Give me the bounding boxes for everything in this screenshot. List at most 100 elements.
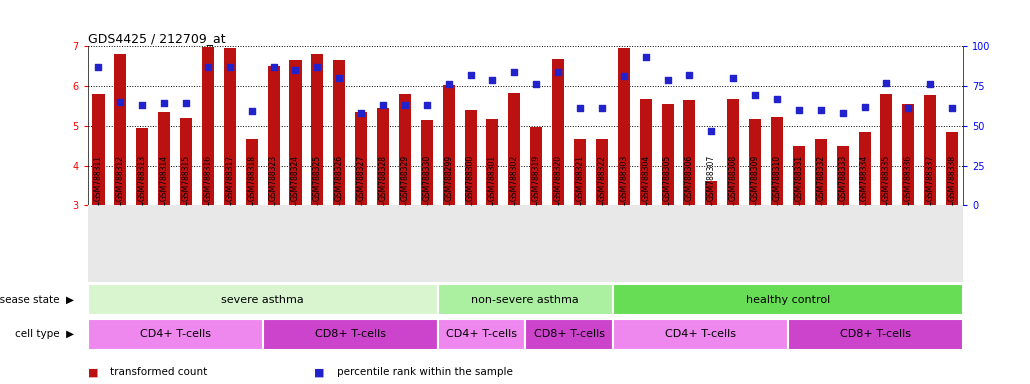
- Point: [441, 81, 457, 88]
- Bar: [268, 66, 279, 205]
- Text: percentile rank within the sample: percentile rank within the sample: [337, 367, 513, 377]
- Bar: [246, 139, 258, 205]
- Text: ■: ■: [314, 367, 324, 377]
- Bar: [88, 319, 263, 349]
- Bar: [311, 54, 323, 205]
- Bar: [180, 118, 192, 205]
- Bar: [684, 100, 695, 205]
- Point: [900, 105, 917, 111]
- Bar: [289, 60, 302, 205]
- Point: [659, 76, 676, 83]
- Bar: [618, 48, 629, 205]
- Bar: [438, 284, 613, 315]
- Point: [287, 67, 304, 73]
- Text: CD4+ T-cells: CD4+ T-cells: [140, 329, 210, 339]
- Point: [462, 72, 479, 78]
- Point: [266, 64, 282, 70]
- Point: [638, 54, 654, 60]
- Bar: [661, 104, 674, 205]
- Bar: [399, 94, 411, 205]
- Bar: [727, 99, 740, 205]
- Text: GDS4425 / 212709_at: GDS4425 / 212709_at: [88, 32, 226, 45]
- Point: [681, 72, 697, 78]
- Text: healthy control: healthy control: [746, 295, 830, 305]
- Bar: [88, 284, 438, 315]
- Bar: [421, 120, 433, 205]
- Point: [813, 107, 829, 113]
- Text: transformed count: transformed count: [110, 367, 207, 377]
- Text: ■: ■: [88, 367, 98, 377]
- Point: [484, 76, 501, 83]
- Point: [91, 64, 107, 70]
- Text: non-severe asthma: non-severe asthma: [472, 295, 579, 305]
- Text: cell type  ▶: cell type ▶: [15, 329, 74, 339]
- Bar: [793, 146, 804, 205]
- Point: [309, 64, 325, 70]
- Bar: [525, 319, 613, 349]
- Point: [353, 110, 370, 116]
- Point: [528, 81, 545, 88]
- Text: severe asthma: severe asthma: [221, 295, 304, 305]
- Point: [375, 102, 391, 108]
- Point: [768, 96, 785, 102]
- Bar: [788, 319, 963, 349]
- Bar: [771, 117, 783, 205]
- Bar: [334, 60, 345, 205]
- Point: [178, 100, 195, 106]
- Point: [834, 110, 851, 116]
- Point: [922, 81, 938, 88]
- Point: [856, 104, 872, 110]
- Bar: [159, 112, 170, 205]
- Text: CD8+ T-cells: CD8+ T-cells: [534, 329, 605, 339]
- Bar: [486, 119, 499, 205]
- Text: CD8+ T-cells: CD8+ T-cells: [315, 329, 385, 339]
- Point: [221, 64, 238, 70]
- Bar: [355, 112, 367, 205]
- Text: CD8+ T-cells: CD8+ T-cells: [840, 329, 911, 339]
- Point: [616, 73, 632, 79]
- Point: [593, 105, 610, 111]
- Bar: [530, 127, 542, 205]
- Bar: [749, 119, 761, 205]
- Bar: [836, 146, 849, 205]
- Text: CD4+ T-cells: CD4+ T-cells: [446, 329, 517, 339]
- Point: [200, 64, 216, 70]
- Point: [331, 75, 347, 81]
- Point: [725, 75, 742, 81]
- Point: [879, 79, 895, 86]
- Bar: [136, 128, 148, 205]
- Point: [703, 127, 720, 134]
- Bar: [947, 132, 958, 205]
- Point: [943, 105, 960, 111]
- Bar: [859, 132, 870, 205]
- Point: [506, 68, 522, 74]
- Bar: [902, 104, 915, 205]
- Bar: [114, 54, 127, 205]
- Point: [572, 105, 588, 111]
- Point: [550, 68, 566, 74]
- Bar: [815, 139, 827, 205]
- Text: CD4+ T-cells: CD4+ T-cells: [665, 329, 735, 339]
- Point: [418, 102, 435, 108]
- Bar: [881, 94, 892, 205]
- Bar: [613, 319, 788, 349]
- Bar: [93, 94, 104, 205]
- Bar: [438, 319, 525, 349]
- Bar: [224, 48, 236, 205]
- Point: [134, 102, 150, 108]
- Point: [397, 102, 413, 108]
- Bar: [509, 93, 520, 205]
- Point: [747, 93, 763, 99]
- Bar: [202, 47, 214, 205]
- Bar: [465, 110, 477, 205]
- Bar: [640, 99, 652, 205]
- Point: [112, 99, 129, 105]
- Bar: [263, 319, 438, 349]
- Bar: [377, 108, 389, 205]
- Bar: [552, 59, 564, 205]
- Bar: [924, 95, 936, 205]
- Point: [243, 108, 260, 114]
- Point: [791, 107, 808, 113]
- Bar: [706, 181, 717, 205]
- Bar: [596, 139, 608, 205]
